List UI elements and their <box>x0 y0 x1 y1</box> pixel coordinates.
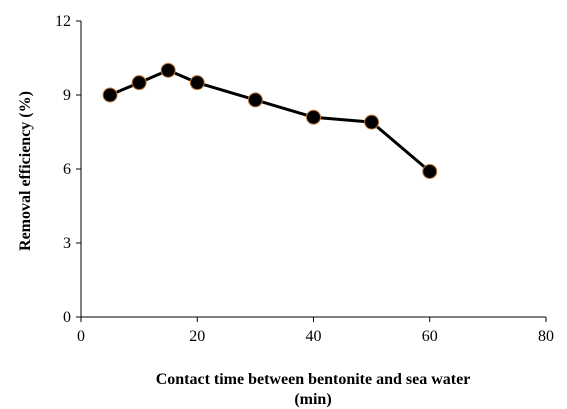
y-axis-title: Removal efficiency (%) <box>17 91 34 251</box>
x-tick-label: 40 <box>306 328 322 345</box>
data-point <box>131 75 147 91</box>
x-tick-label: 60 <box>422 328 438 345</box>
y-tick-label: 12 <box>55 13 71 30</box>
y-tick-label: 9 <box>63 87 71 104</box>
data-point <box>422 163 438 179</box>
data-point <box>189 75 205 91</box>
tick-labels: 0 3 6 9 12 0 20 40 60 80 <box>55 13 554 345</box>
axes <box>80 21 546 318</box>
series-line <box>109 68 431 173</box>
series-layer <box>102 62 438 179</box>
x-tick-label: 80 <box>538 328 554 345</box>
data-point <box>160 62 176 78</box>
x-axis-title-line1: Contact time between bentonite and sea w… <box>156 371 471 388</box>
x-tick-label: 20 <box>189 328 205 345</box>
x-axis-title-line2: (min) <box>294 391 331 408</box>
y-tick-label: 0 <box>63 309 71 326</box>
data-point <box>247 92 263 108</box>
y-tick-label: 6 <box>63 161 71 178</box>
data-point <box>306 109 321 125</box>
tick-marks <box>76 20 547 322</box>
y-tick-label: 3 <box>63 235 71 252</box>
x-tick-label: 0 <box>77 328 85 345</box>
data-point <box>364 114 380 130</box>
data-point <box>102 87 118 103</box>
